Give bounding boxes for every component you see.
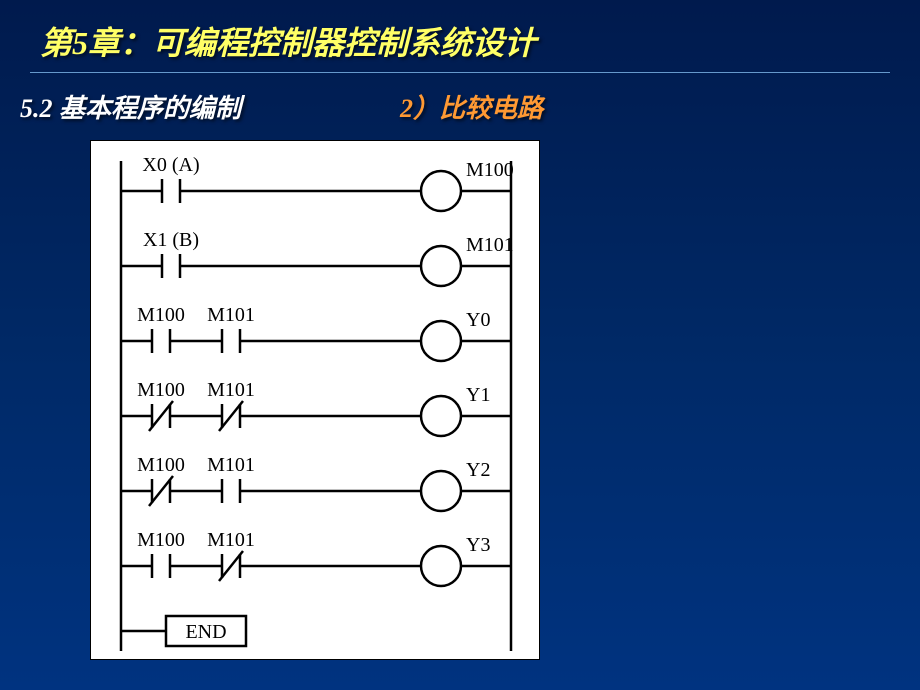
svg-text:M100: M100	[137, 379, 185, 401]
svg-text:X1 (B): X1 (B)	[143, 229, 199, 251]
svg-text:X0 (A): X0 (A)	[142, 154, 199, 176]
ladder-diagram-container: X0 (A) M100 X1 (B) M101 M100 M101 Y0 M100 M101 Y1…	[90, 140, 540, 660]
svg-text:M101: M101	[207, 529, 255, 551]
svg-text:M101: M101	[207, 304, 255, 326]
svg-text:M100: M100	[137, 454, 185, 476]
svg-text:END: END	[185, 621, 226, 643]
subtitle-row: 5.2 基本程序的编制 2）比较电路	[0, 83, 920, 140]
chapter-title: 第5章：可编程控制器控制系统设计	[0, 0, 920, 72]
svg-text:M101: M101	[207, 379, 255, 401]
svg-text:M101: M101	[207, 454, 255, 476]
section-topic: 2）比较电路	[400, 88, 543, 125]
title-divider	[30, 72, 890, 73]
svg-text:M100: M100	[137, 304, 185, 326]
ladder-diagram: X0 (A) M100 X1 (B) M101 M100 M101 Y0 M100 M101 Y1…	[91, 141, 539, 659]
section-number: 5.2 基本程序的编制	[20, 88, 400, 125]
svg-text:M100: M100	[137, 529, 185, 551]
svg-text:Y1: Y1	[466, 384, 490, 406]
svg-text:M100: M100	[466, 159, 514, 181]
svg-text:Y2: Y2	[466, 459, 490, 481]
svg-text:Y3: Y3	[466, 534, 490, 556]
svg-text:Y0: Y0	[466, 309, 490, 331]
svg-text:M101: M101	[466, 234, 514, 256]
